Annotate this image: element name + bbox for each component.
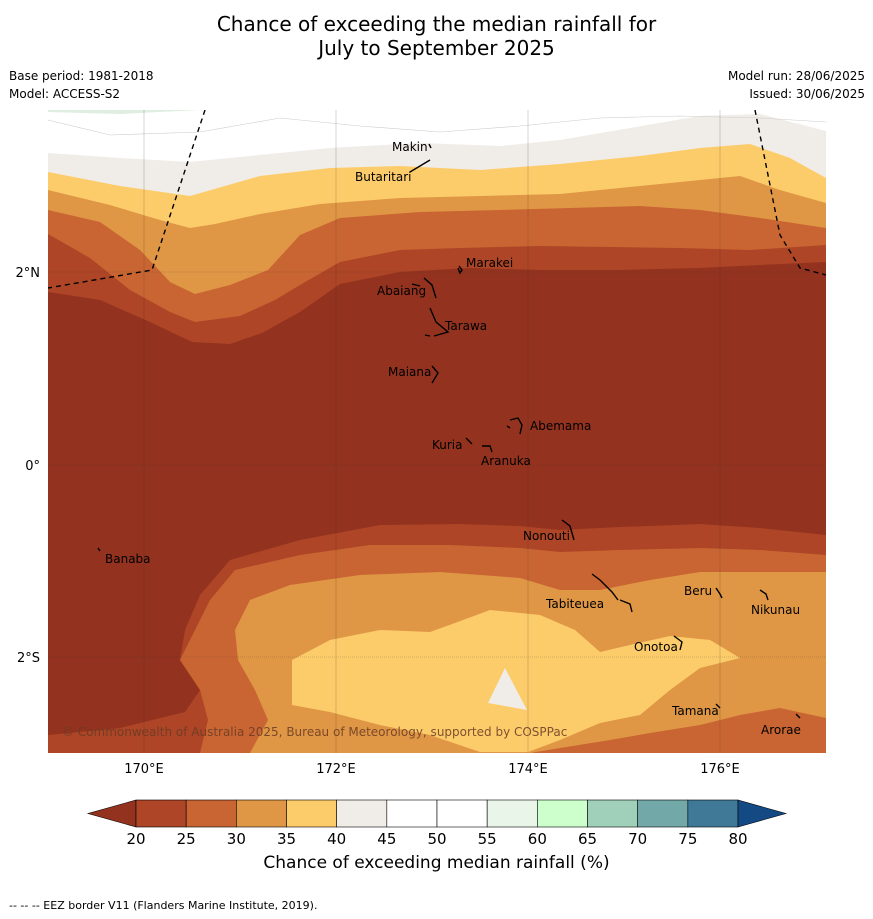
base-period: Base period: 1981-2018: [9, 69, 154, 83]
lat-label-2s: 2°S: [17, 651, 40, 666]
island-labels: Makin Butaritari Marakei Abaiang Tarawa …: [105, 140, 801, 737]
contour-line-50: [48, 115, 826, 136]
label-arorae: Arorae: [761, 723, 801, 737]
colorbar-swatch-60-65: [537, 799, 588, 828]
colorbar-tick-label: 45: [377, 830, 396, 848]
label-onotoa: Onotoa: [634, 640, 678, 654]
model-run: Model run: 28/06/2025: [727, 69, 865, 83]
colorbar-tick-label: 80: [728, 830, 747, 848]
colorbar-tick-label: 55: [478, 830, 497, 848]
copyright-note: © Commonwealth of Australia 2025, Bureau…: [62, 725, 567, 739]
colorbar-extend-low: [86, 799, 137, 828]
meta-right: Model run: 28/06/2025 Issued: 30/06/2025: [728, 67, 865, 103]
colorbar-tick-label: 65: [578, 830, 597, 848]
colorbar-tick-label: 75: [678, 830, 697, 848]
colorbar-tick-label: 35: [277, 830, 296, 848]
contour-south-35-40: [292, 610, 740, 752]
lon-label-172e: 172°E: [316, 762, 356, 777]
lon-label-176e: 176°E: [700, 762, 740, 777]
label-nonouti: Nonouti: [523, 529, 570, 543]
label-tamana: Tamana: [671, 704, 719, 718]
lat-label-2n: 2°N: [16, 266, 41, 281]
map-title: Chance of exceeding the median rainfall …: [0, 12, 873, 60]
axis-labels: 2°N 0° 2°S 170°E 172°E 174°E 176°E: [16, 266, 740, 777]
colorbar-swatch-35-40: [286, 799, 337, 828]
colorbar-tick-label: 50: [427, 830, 446, 848]
lon-label-170e: 170°E: [124, 762, 164, 777]
eez-border: [48, 110, 826, 289]
meta-left: Base period: 1981-2018 Model: ACCESS-S2: [9, 67, 154, 103]
label-kuria: Kuria: [432, 438, 463, 452]
colorbar-tick-label: 60: [528, 830, 547, 848]
colorbar-extend-high: [737, 799, 788, 828]
colorbar-tick-label: 20: [126, 830, 145, 848]
colorbar-swatch-55-60: [486, 799, 538, 828]
colorbar-tick-label: 70: [628, 830, 647, 848]
title-line-1: Chance of exceeding the median rainfall …: [216, 12, 657, 36]
label-abemama: Abemama: [530, 419, 591, 433]
label-maiana: Maiana: [388, 365, 431, 379]
label-marakei: Marakei: [466, 256, 513, 270]
colorbar-swatch-25-30: [185, 799, 237, 828]
label-banaba: Banaba: [105, 552, 151, 566]
label-makin: Makin: [392, 140, 428, 154]
colorbar-tick-label: 25: [177, 830, 196, 848]
colorbar-tick-label: 30: [227, 830, 246, 848]
title-line-2: July to September 2025: [318, 36, 555, 60]
colorbar-swatch-45-50: [386, 799, 438, 828]
label-abaiang: Abaiang: [377, 284, 426, 298]
contour-south-40-45: [488, 668, 527, 710]
gridlines: [48, 110, 826, 753]
label-aranuka: Aranuka: [481, 454, 531, 468]
island-shapes: [97, 143, 801, 719]
lon-label-174e: 174°E: [508, 762, 548, 777]
label-nikunau: Nikunau: [751, 603, 800, 617]
colorbar-swatch-20-25: [135, 799, 187, 828]
label-tarawa: Tarawa: [444, 319, 487, 333]
colorbar-swatch-50-55: [436, 799, 488, 828]
colorbar-swatch-40-45: [336, 799, 388, 828]
colorbar-swatch-65-70: [587, 799, 638, 828]
colorbar-swatch-30-35: [236, 799, 287, 828]
label-tabiteuea: Tabiteuea: [545, 597, 604, 611]
label-beru: Beru: [684, 584, 712, 598]
colorbar: 20 25 30 35 40 45 50 55 60 65 70 75 80: [86, 799, 788, 848]
lat-label-0: 0°: [25, 459, 40, 474]
colorbar-title: Chance of exceeding median rainfall (%): [263, 853, 610, 873]
colorbar-swatch-70-75: [637, 799, 689, 828]
label-butaritari: Butaritari: [355, 170, 412, 184]
colorbar-swatch-75-80: [687, 799, 739, 828]
contour-layer: Makin Butaritari Marakei Abaiang Tarawa …: [48, 110, 826, 753]
issued-date: Issued: 30/06/2025: [749, 87, 865, 101]
model-name: Model: ACCESS-S2: [9, 87, 121, 101]
colorbar-tick-label: 40: [327, 830, 346, 848]
contour-55-60: [48, 110, 201, 115]
eez-footnote: -- -- -- EEZ border V11 (Flanders Marine…: [9, 899, 318, 912]
